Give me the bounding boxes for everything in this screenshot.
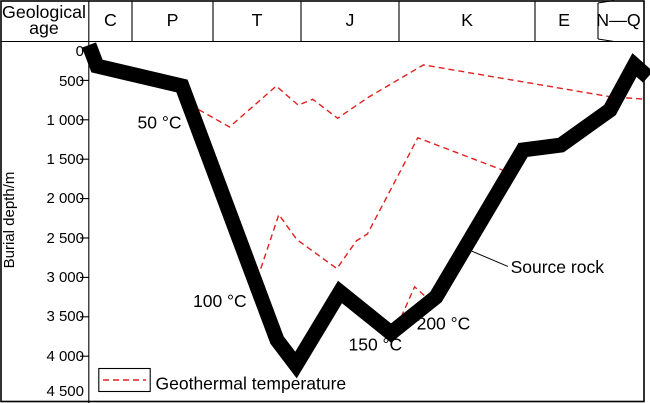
svg-text:T: T (252, 10, 263, 30)
svg-text:50 °C: 50 °C (138, 113, 182, 133)
svg-text:E: E (558, 10, 570, 30)
svg-text:1 000: 1 000 (46, 112, 84, 129)
svg-text:J: J (346, 10, 355, 30)
svg-text:4 000: 4 000 (46, 348, 84, 365)
svg-text:200 °C: 200 °C (417, 314, 471, 334)
svg-text:2 500: 2 500 (46, 230, 84, 247)
svg-text:N—Q: N—Q (596, 10, 640, 30)
svg-text:Geothermal temperature: Geothermal temperature (156, 374, 347, 394)
svg-text:3 500: 3 500 (46, 308, 84, 325)
svg-text:1 500: 1 500 (46, 151, 84, 168)
svg-text:500: 500 (59, 73, 84, 90)
svg-text:150 °C: 150 °C (349, 335, 403, 355)
svg-text:Source rock: Source rock (511, 257, 605, 277)
svg-text:4 500: 4 500 (46, 383, 84, 400)
svg-text:3 000: 3 000 (46, 269, 84, 286)
svg-text:0: 0 (76, 43, 84, 60)
svg-text:C: C (104, 10, 117, 30)
svg-text:2 000: 2 000 (46, 190, 84, 207)
svg-text:Burial depth/m: Burial depth/m (1, 172, 18, 269)
svg-text:100 °C: 100 °C (193, 291, 247, 311)
svg-text:K: K (461, 10, 473, 30)
svg-text:P: P (167, 10, 179, 30)
svg-text:age: age (29, 18, 59, 38)
